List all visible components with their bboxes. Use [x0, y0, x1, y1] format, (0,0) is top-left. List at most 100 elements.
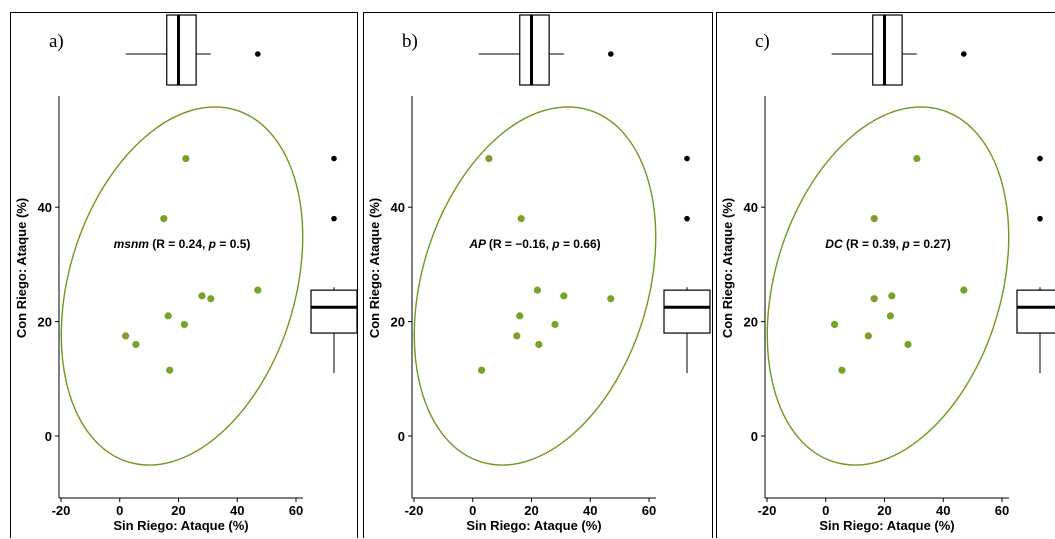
x-tick-label: 0 — [116, 503, 123, 518]
scatter-panel-b: b) -20 0 20 40 60 0 20 40 Sin Riego: Ataque (%) C… — [363, 12, 713, 538]
annotation-p: = 0.27) — [910, 237, 951, 251]
y-box-outlier — [331, 215, 337, 222]
data-point — [913, 154, 921, 163]
x-tick-label: 0 — [469, 503, 476, 518]
annotation-r: (R = 0.24, — [152, 237, 208, 251]
annotation-p-label: p — [901, 237, 909, 251]
x-tick-label: 20 — [524, 503, 538, 518]
x-tick-label: -20 — [52, 503, 71, 518]
x-box — [519, 14, 550, 86]
data-point — [122, 332, 130, 340]
y-box-outlier — [684, 215, 690, 222]
y-box — [663, 289, 711, 334]
data-point — [513, 332, 521, 340]
y-tick-label: 0 — [751, 429, 758, 444]
x-tick-label: 60 — [289, 503, 303, 518]
scatter-panel-c: c) -20 0 20 40 60 0 20 40 Sin Riego: Ataque (%) C… — [716, 12, 1055, 538]
data-point — [864, 332, 872, 340]
annotation-variable: AP — [468, 237, 489, 251]
y-box-outlier — [1037, 215, 1043, 222]
x-axis-label: Sin Riego: Ataque (%) — [113, 518, 248, 533]
x-tick-label: 40 — [936, 503, 950, 518]
y-box — [1016, 289, 1055, 334]
y-tick-label: 40 — [38, 200, 52, 215]
correlation-annotation: AP (R = −0.16, p = 0.66) — [468, 237, 600, 251]
x-tick-label: 20 — [877, 503, 891, 518]
y-tick-label: 20 — [38, 315, 52, 330]
data-point — [888, 292, 896, 300]
x-tick-label: -20 — [758, 503, 777, 518]
data-point — [870, 295, 878, 303]
y-tick-label: 0 — [45, 429, 52, 444]
confidence-ellipse — [413, 106, 657, 466]
y-box-outlier — [1037, 155, 1043, 162]
data-point — [132, 340, 140, 349]
x-tick-label: 60 — [995, 503, 1009, 518]
correlation-annotation: DC (R = 0.39, p = 0.27) — [825, 237, 950, 251]
data-point — [870, 215, 878, 223]
data-point — [160, 215, 168, 223]
data-point — [164, 312, 172, 320]
x-tick-label: -20 — [405, 503, 424, 518]
data-point — [485, 154, 493, 163]
confidence-ellipse — [60, 106, 304, 466]
data-point — [198, 292, 206, 300]
x-tick-label: 0 — [822, 503, 829, 518]
y-axis-label: Con Riego: Ataque (%) — [720, 198, 735, 338]
annotation-r: (R = −0.16, — [489, 237, 552, 251]
data-point — [551, 320, 559, 329]
x-axis-label: Sin Riego: Ataque (%) — [466, 518, 601, 533]
x-axis-label: Sin Riego: Ataque (%) — [819, 518, 954, 533]
x-box — [166, 14, 197, 86]
data-point — [535, 340, 543, 349]
annotation-p: = 0.66) — [560, 237, 601, 251]
x-box-outlier — [608, 51, 614, 57]
annotation-variable: DC — [825, 237, 846, 251]
scatter-panel-a: a) -20 0 20 40 60 0 20 40 Sin Riego: Ataque (%) C… — [10, 12, 358, 538]
y-tick-label: 40 — [391, 200, 405, 215]
data-point — [960, 286, 968, 294]
data-point — [533, 286, 541, 294]
y-tick-label: 20 — [391, 315, 405, 330]
x-box-outlier — [255, 51, 261, 57]
data-point — [904, 340, 912, 349]
annotation-r: (R = 0.39, — [846, 237, 902, 251]
data-point — [516, 312, 524, 320]
y-tick-label: 40 — [744, 200, 758, 215]
y-box — [310, 289, 358, 334]
correlation-annotation: msnm (R = 0.24, p = 0.5) — [114, 237, 251, 251]
y-box-outlier — [684, 155, 690, 162]
y-axis-label: Con Riego: Ataque (%) — [367, 198, 382, 338]
data-point — [886, 312, 894, 320]
y-tick-label: 20 — [744, 315, 758, 330]
annotation-p: = 0.5) — [216, 237, 250, 251]
data-point — [180, 320, 188, 329]
panel-label: b) — [402, 31, 418, 52]
data-point — [254, 286, 262, 294]
data-point — [182, 154, 190, 163]
x-box-outlier — [961, 51, 967, 57]
y-tick-label: 0 — [398, 429, 405, 444]
annotation-p-label: p — [551, 237, 559, 251]
data-point — [560, 292, 568, 300]
data-point — [166, 366, 174, 374]
data-point — [830, 320, 839, 329]
x-tick-label: 20 — [171, 503, 185, 518]
annotation-p-label: p — [208, 237, 216, 251]
data-point — [207, 295, 215, 303]
y-box-outlier — [331, 155, 337, 162]
y-axis-label: Con Riego: Ataque (%) — [14, 198, 29, 338]
x-tick-label: 40 — [230, 503, 244, 518]
panel-label: a) — [49, 31, 64, 52]
confidence-ellipse — [766, 106, 1010, 466]
data-point — [607, 295, 615, 303]
x-box — [872, 14, 903, 86]
x-tick-label: 40 — [583, 503, 597, 518]
x-tick-label: 60 — [642, 503, 656, 518]
data-point — [517, 215, 525, 223]
data-point — [477, 366, 486, 374]
annotation-variable: msnm — [114, 237, 153, 251]
